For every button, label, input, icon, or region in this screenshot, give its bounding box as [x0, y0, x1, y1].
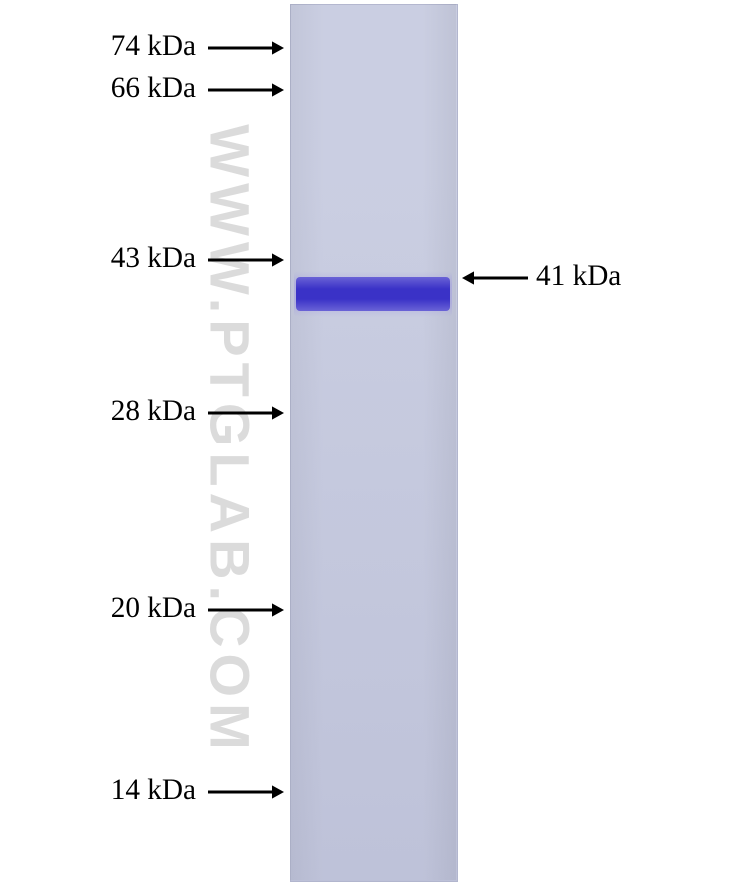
marker-arrow	[196, 778, 296, 806]
protein-band	[296, 277, 450, 311]
marker-label: 74 kDa	[111, 30, 196, 63]
gel-figure: WWW.PTGLAB.COM 74 kDa 66 kDa 43 kDa 28 kDa 20…	[0, 0, 740, 886]
gel-lane	[290, 4, 458, 882]
marker-arrow	[196, 246, 296, 274]
marker-label: 28 kDa	[111, 395, 196, 428]
band-arrow	[450, 264, 540, 292]
marker-arrow	[196, 76, 296, 104]
marker-label: 14 kDa	[111, 774, 196, 807]
marker-arrow	[196, 34, 296, 62]
marker-label: 20 kDa	[111, 592, 196, 625]
marker-label: 43 kDa	[111, 242, 196, 275]
watermark-text: WWW.PTGLAB.COM	[198, 124, 263, 755]
marker-arrow	[196, 596, 296, 624]
marker-arrow	[196, 399, 296, 427]
band-label: 41 kDa	[536, 260, 621, 293]
marker-label: 66 kDa	[111, 72, 196, 105]
